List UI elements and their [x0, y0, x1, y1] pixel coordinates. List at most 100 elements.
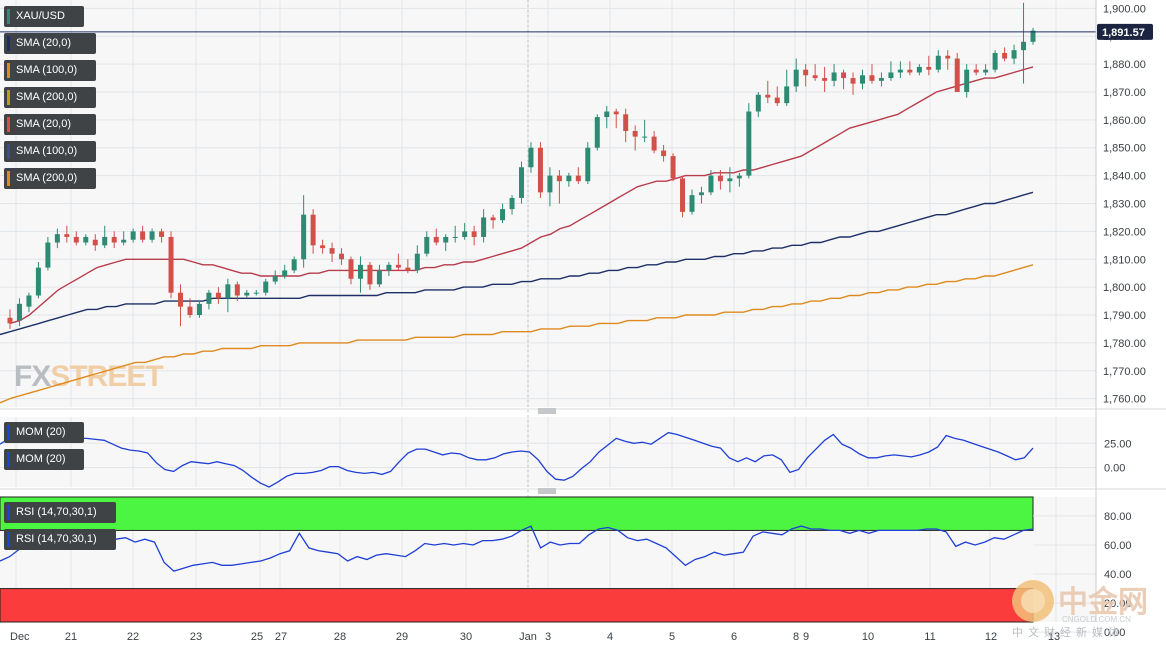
- candle: [348, 256, 354, 285]
- candle-body: [528, 147, 534, 168]
- candle-body: [897, 69, 903, 73]
- candle-body: [594, 117, 600, 148]
- rsi-legend-1[interactable]: RSI (14,70,30,1): [4, 529, 116, 550]
- candle-body: [83, 236, 89, 243]
- price-legend-3[interactable]: SMA (200,0): [4, 87, 96, 108]
- candle-body: [623, 114, 629, 132]
- price-legend-5[interactable]: SMA (100,0): [4, 141, 96, 162]
- logo-chinese-text: 中金网: [1058, 585, 1148, 620]
- price-legend-4[interactable]: SMA (20,0): [4, 114, 96, 135]
- x-axis-label: 25: [251, 631, 263, 643]
- legend-label: SMA (20,0): [16, 118, 72, 130]
- candle: [1021, 2, 1027, 84]
- candle-body: [632, 131, 638, 137]
- candle-body: [670, 156, 676, 179]
- mom-legend-0[interactable]: MOM (20): [4, 422, 84, 443]
- x-axis-label: Jan: [519, 631, 537, 643]
- candle: [481, 209, 487, 243]
- price-legend-6[interactable]: SMA (200,0): [4, 168, 96, 189]
- candle: [803, 64, 809, 87]
- candle: [149, 228, 155, 243]
- watermark-street: STREET: [50, 360, 163, 393]
- price-legend-0[interactable]: XAU/USD: [4, 6, 84, 27]
- legend-color-swatch: [7, 532, 10, 547]
- price-tick-label: 1,870.00: [1103, 87, 1146, 99]
- legend-color-swatch: [7, 171, 10, 186]
- candle-body: [64, 234, 70, 237]
- candle-body: [604, 111, 610, 118]
- candle: [642, 119, 648, 143]
- candle: [632, 125, 638, 151]
- rsi-tick-label: 40.00: [1104, 569, 1132, 581]
- price-legend-2[interactable]: SMA (100,0): [4, 60, 96, 81]
- panel-resize-handle[interactable]: [538, 488, 556, 494]
- candle: [272, 270, 278, 285]
- rsi-tick-label: 60.00: [1104, 540, 1132, 552]
- watermark-fx: FX: [14, 360, 51, 393]
- candle-body: [462, 231, 468, 237]
- candle: [717, 170, 723, 190]
- candle-body: [225, 284, 231, 299]
- candle: [234, 281, 240, 302]
- candle: [907, 61, 913, 76]
- candle: [935, 50, 941, 73]
- candle: [793, 58, 799, 92]
- candle: [888, 61, 894, 81]
- candle: [357, 256, 363, 293]
- legend-label: MOM (20): [16, 453, 66, 465]
- candle: [661, 144, 667, 162]
- candle-body: [774, 97, 780, 104]
- legend-label: MOM (20): [16, 426, 66, 438]
- legend-color-swatch: [7, 117, 10, 132]
- candle-body: [916, 66, 922, 73]
- candle-body: [954, 58, 960, 92]
- price-tick-label: 1,820.00: [1103, 226, 1146, 238]
- candle: [92, 234, 98, 251]
- candle-body: [850, 78, 856, 84]
- candle: [954, 52, 960, 92]
- candle-body: [812, 75, 818, 79]
- candle-body: [500, 209, 506, 221]
- candle: [329, 242, 335, 263]
- candle-body: [907, 69, 913, 73]
- mom-tick-label: 25.00: [1104, 438, 1132, 450]
- candle-body: [168, 236, 174, 293]
- candle: [471, 225, 477, 246]
- candle: [414, 245, 420, 274]
- candle-body: [878, 78, 884, 81]
- candle-body: [509, 197, 515, 210]
- candle-body: [642, 136, 648, 138]
- legend-color-swatch: [7, 425, 10, 440]
- candle-body: [121, 239, 127, 243]
- x-axis-label: 13: [1048, 631, 1060, 643]
- x-axis-label: 21: [65, 631, 77, 643]
- candle: [187, 298, 193, 318]
- candle: [443, 234, 449, 251]
- x-axis-label: 12: [985, 631, 997, 643]
- candle-body: [92, 239, 98, 246]
- price-legend-1[interactable]: SMA (20,0): [4, 33, 96, 54]
- candle: [310, 209, 316, 254]
- candle: [755, 91, 761, 118]
- candle: [301, 195, 307, 268]
- legend-label: SMA (100,0): [16, 145, 78, 157]
- mom-legend-1[interactable]: MOM (20): [4, 449, 84, 470]
- price-tick-label: 1,760.00: [1103, 394, 1146, 406]
- price-tick-label: 1,900.00: [1103, 3, 1146, 15]
- rsi-legend-0[interactable]: RSI (14,70,30,1): [4, 502, 116, 523]
- candle: [651, 131, 657, 154]
- fxstreet-watermark: FXSTREET: [14, 360, 163, 393]
- candle: [528, 142, 534, 173]
- candle-body: [736, 175, 742, 179]
- candle-body: [111, 236, 117, 243]
- candle: [613, 108, 619, 129]
- candle-body: [159, 231, 165, 237]
- legend-label: SMA (100,0): [16, 64, 78, 76]
- legend-label: SMA (20,0): [16, 37, 72, 49]
- candle: [424, 231, 430, 257]
- candle-body: [376, 270, 382, 285]
- candle: [822, 66, 828, 92]
- panel-resize-handle[interactable]: [538, 408, 556, 414]
- candle: [405, 259, 411, 274]
